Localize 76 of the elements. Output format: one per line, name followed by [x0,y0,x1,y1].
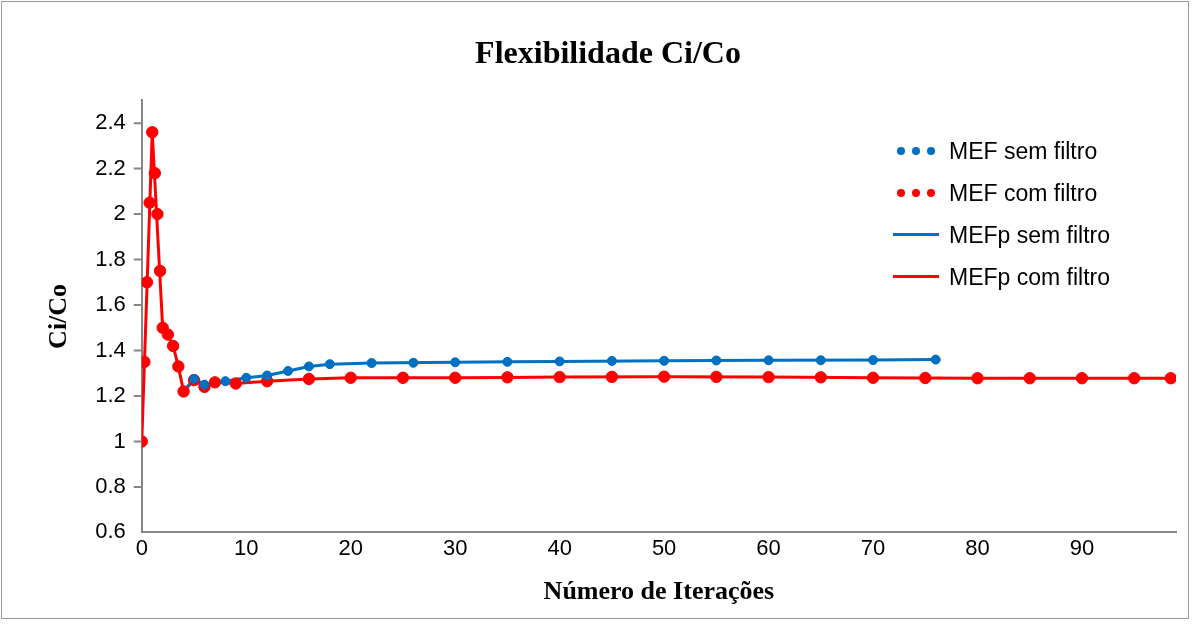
point [710,370,723,384]
y-tick-label: 2.4 [95,109,126,135]
point [1075,372,1089,385]
x-tick-label: 70 [860,534,886,560]
y-tick-label: 1 [113,427,126,453]
chart-title: Flexibilidade Ci/Co [475,34,741,71]
point [919,371,932,385]
y-tick-label: 2 [113,200,126,226]
point [866,371,880,384]
legend-label: MEF com filtro [948,179,1098,208]
point [762,370,775,384]
point [448,371,462,384]
point [324,359,335,370]
x-tick-label: 20 [338,534,363,560]
point [814,371,828,384]
point [501,371,514,384]
x-tick-label: 10 [234,534,259,560]
legend-label: MEFp sem filtro [948,221,1110,250]
point [153,264,167,278]
legend-label: MEF sem filtro [948,137,1098,166]
point [605,370,619,384]
point [303,361,314,372]
y-tick-label: 2.2 [95,154,126,180]
point [1164,372,1176,385]
y-tick-label: 1.8 [95,245,126,271]
point [241,372,252,383]
x-axis-title: Número de Iterações [543,576,775,606]
point [141,276,154,289]
point [868,355,879,366]
point [302,372,316,386]
point [606,355,617,366]
y-tick-label: 1.2 [95,382,126,408]
point [146,126,159,139]
x-tick-label: 40 [547,534,572,560]
legend-label: MEFp com filtro [948,263,1110,292]
point [657,370,671,383]
point [396,371,410,384]
point [971,372,984,385]
y-axis-title: Ci/Co [43,283,73,349]
point [553,370,566,384]
point [229,377,242,390]
y-tick-label: 1.6 [95,291,126,317]
point [262,370,273,381]
point [177,385,190,398]
point [283,365,294,376]
point [161,328,175,341]
point [502,356,513,367]
x-tick-label: 90 [1069,534,1095,560]
y-tick-label: 0.6 [95,518,126,544]
point [151,207,164,221]
y-tick-label: 1.4 [95,336,126,362]
point [1023,372,1036,385]
x-tick-label: 80 [965,534,990,560]
point [199,379,210,390]
point [554,356,565,367]
point [166,339,180,353]
point [172,360,185,373]
point [148,166,162,180]
point [763,355,774,366]
x-tick-label: 60 [756,534,781,560]
point [450,357,461,368]
point [659,355,670,366]
point [366,358,377,369]
x-tick-label: 50 [651,534,677,560]
point [408,357,419,368]
y-tick-label: 0.8 [95,472,126,498]
point [208,376,222,389]
point [930,354,941,365]
point [815,355,826,366]
point [711,355,722,366]
point [143,196,156,209]
point [220,376,231,387]
point [1128,372,1141,385]
x-tick-label: 0 [135,534,148,560]
point [344,371,357,384]
x-tick-label: 30 [442,534,468,560]
